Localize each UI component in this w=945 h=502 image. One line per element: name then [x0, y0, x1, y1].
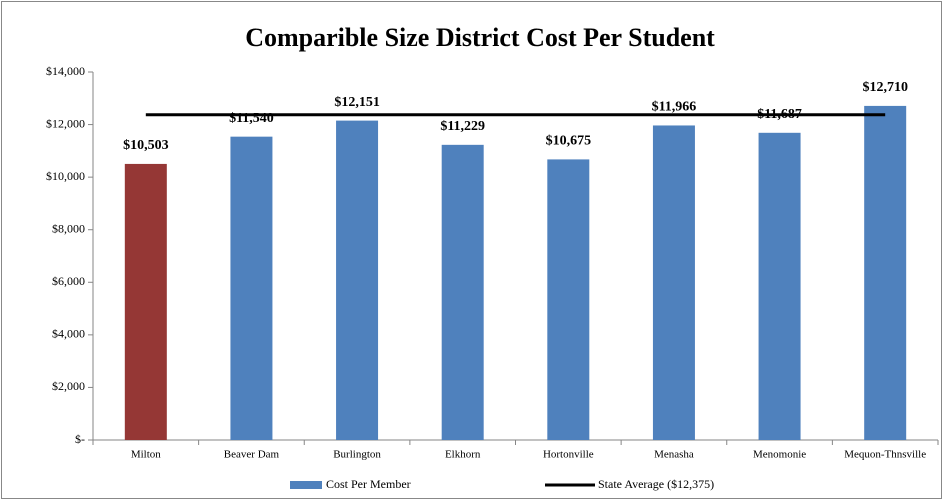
chart-title: Comparible Size District Cost Per Studen… [245, 23, 715, 52]
legend-label: Cost Per Member [326, 477, 411, 491]
legend-swatch [290, 481, 322, 489]
x-tick-label: Elkhorn [445, 449, 481, 461]
y-tick-label: $- [75, 432, 85, 446]
data-label: $12,710 [862, 80, 908, 95]
x-tick-label: Menomonie [753, 449, 806, 461]
y-tick-label: $4,000 [52, 327, 85, 341]
y-tick-label: $14,000 [46, 64, 85, 78]
data-label: $11,229 [440, 119, 485, 134]
bar [336, 120, 379, 440]
x-tick-label: Menasha [654, 449, 694, 461]
data-label: $10,503 [123, 138, 169, 153]
bar [758, 132, 801, 440]
bar [652, 125, 695, 440]
bar [441, 144, 484, 440]
y-tick-label: $2,000 [52, 379, 85, 393]
bar [124, 163, 167, 440]
data-label: $10,675 [546, 134, 592, 149]
x-tick-label: Hortonville [543, 449, 594, 461]
x-tick-label: Milton [131, 449, 161, 461]
data-label: $11,540 [229, 111, 274, 126]
y-tick-label: $8,000 [52, 221, 85, 235]
y-tick-label: $10,000 [46, 169, 85, 183]
data-label: $12,151 [334, 95, 380, 110]
bar [864, 105, 907, 440]
data-label: $11,966 [652, 100, 697, 115]
x-tick-label: Burlington [333, 449, 381, 461]
legend-label: State Average ($12,375) [598, 477, 714, 491]
bar [230, 136, 273, 441]
x-tick-label: Mequon-Thnsville [844, 449, 926, 461]
y-tick-label: $12,000 [46, 116, 85, 130]
x-tick-label: Beaver Dam [224, 449, 280, 461]
bar [547, 159, 590, 440]
y-tick-label: $6,000 [52, 274, 85, 288]
